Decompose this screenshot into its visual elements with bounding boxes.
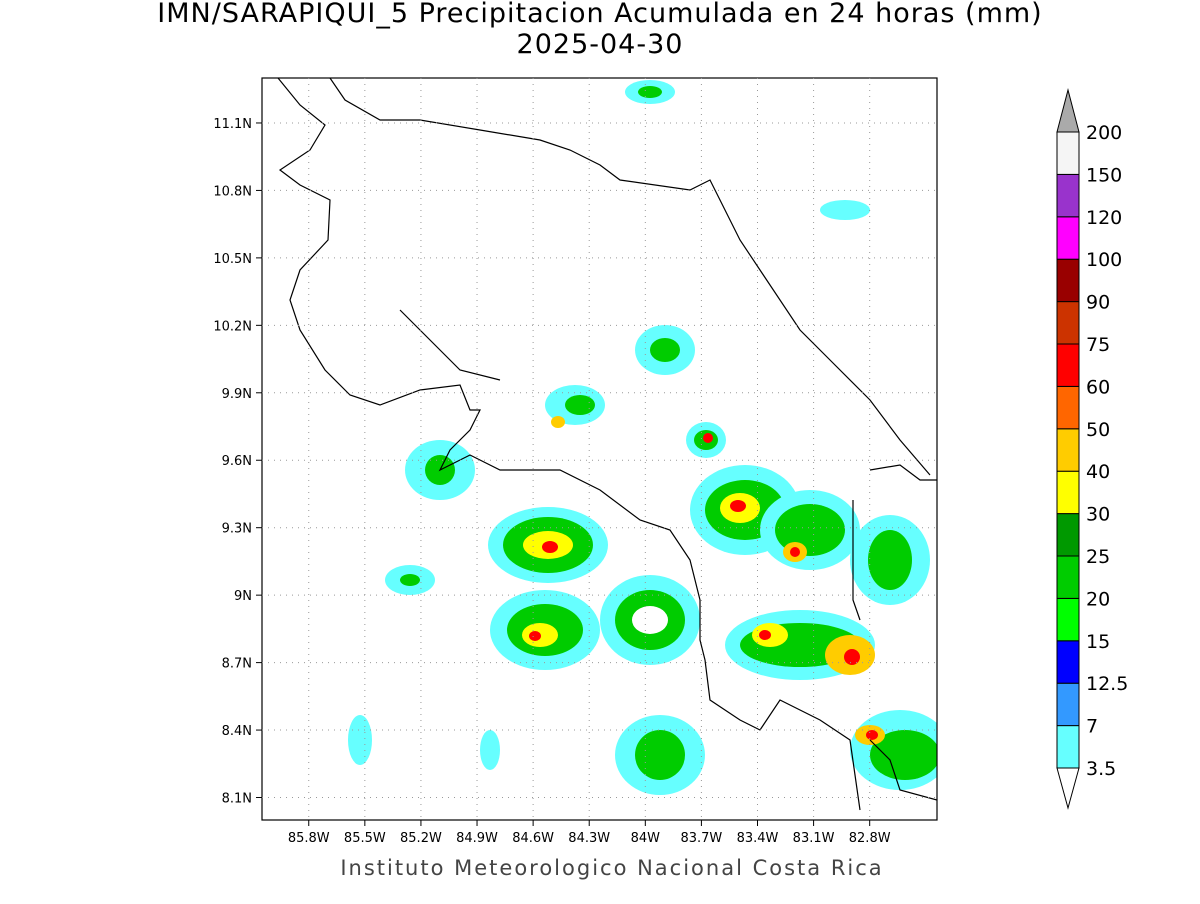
y-tick-label: 8.1N — [222, 792, 252, 807]
map-area: 11.1N 10.8N 10.5N 10.2N 9.9N 9.6N 9.3N 9N 8.7N 8.… — [213, 77, 938, 846]
y-tick-label: 10.2N — [213, 319, 252, 334]
colorbar-label: 150 — [1086, 164, 1122, 186]
colorbar-segment — [1056, 131, 1080, 175]
colorbar-segment — [1056, 301, 1080, 345]
y-tick-label: 11.1N — [213, 117, 252, 132]
colorbar-segment — [1056, 725, 1080, 769]
y-tick-label: 9.6N — [222, 454, 252, 469]
colorbar-label: 100 — [1086, 249, 1122, 271]
colorbar-under — [1056, 767, 1080, 810]
x-tick-label: 83.4W — [737, 831, 779, 846]
colorbar-segment — [1056, 555, 1080, 599]
colorbar-label: 7 — [1086, 716, 1098, 738]
colorbar-label: 200 — [1086, 122, 1122, 144]
colorbar-segment — [1056, 640, 1080, 684]
subtitle: 2025-04-30 — [517, 29, 684, 60]
rain-cells — [348, 80, 937, 795]
colorbar-label: 50 — [1086, 419, 1110, 441]
colorbar-segment — [1056, 385, 1080, 430]
title: IMN/SARAPIQUI_5 Precipitacion Acumulada … — [157, 0, 1042, 29]
x-tick-label: 84.6W — [512, 831, 554, 846]
colorbar-segment — [1056, 597, 1080, 642]
colorbar-segment — [1056, 173, 1080, 218]
colorbar: 3.5 7 12.5 15 20 25 30 40 50 60 75 90 100 120 150 200 — [1056, 88, 1128, 810]
x-tick-label: 84W — [631, 831, 661, 846]
colorbar-label: 25 — [1086, 546, 1110, 568]
y-tick-label: 9.9N — [222, 387, 252, 402]
map-frame — [261, 77, 938, 821]
colorbar-label: 15 — [1086, 631, 1110, 653]
colorbar-label: 3.5 — [1086, 758, 1116, 780]
y-tick-label: 8.7N — [222, 657, 252, 672]
y-tick-label: 8.4N — [222, 724, 252, 739]
y-tick-label: 9N — [234, 589, 252, 604]
colorbar-label: 90 — [1086, 292, 1110, 314]
y-tick-label: 9.3N — [222, 522, 252, 537]
colorbar-label: 20 — [1086, 588, 1110, 610]
colorbar-segment — [1056, 343, 1080, 387]
colorbar-segment — [1056, 682, 1080, 727]
x-tick-label: 85.8W — [288, 831, 330, 846]
x-tick-label: 84.3W — [568, 831, 610, 846]
y-tick-label: 10.5N — [213, 252, 252, 267]
x-tick-label: 85.5W — [344, 831, 386, 846]
colorbar-label: 75 — [1086, 334, 1110, 356]
colorbar-segment — [1056, 216, 1080, 260]
x-tick-label: 82.8W — [849, 831, 891, 846]
colorbar-over — [1056, 88, 1080, 133]
colorbar-segment — [1056, 258, 1080, 303]
x-tick-label: 85.2W — [400, 831, 442, 846]
colorbar-segment — [1056, 470, 1080, 515]
x-tick-label: 83.1W — [793, 831, 835, 846]
precipitation-field — [277, 78, 937, 811]
colorbar-label: 12.5 — [1086, 673, 1128, 695]
coastline — [277, 78, 937, 811]
colorbar-label: 30 — [1086, 504, 1110, 526]
footer: Instituto Meteorologico Nacional Costa R… — [340, 856, 883, 880]
colorbar-label: 40 — [1086, 461, 1110, 483]
colorbar-label: 60 — [1086, 376, 1110, 398]
y-tick-label: 10.8N — [213, 184, 252, 199]
x-tick-label: 84.9W — [456, 831, 498, 846]
colorbar-segment — [1056, 513, 1080, 557]
x-tick-label: 83.7W — [680, 831, 722, 846]
colorbar-segment — [1056, 428, 1080, 472]
colorbar-label: 120 — [1086, 207, 1122, 229]
